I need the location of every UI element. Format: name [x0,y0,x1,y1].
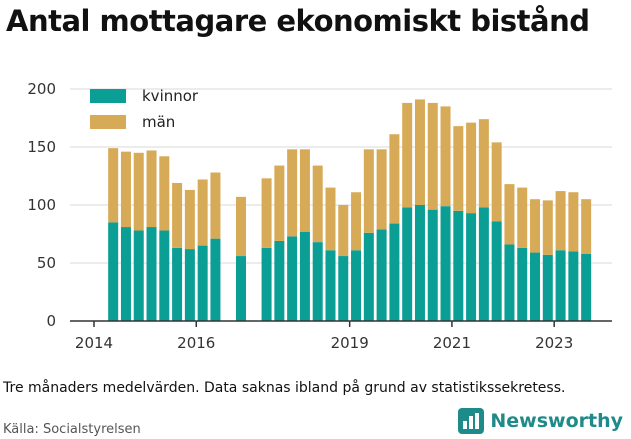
bar-kvinnor [299,231,310,321]
bar-kvinnor [312,242,323,321]
bar-man [299,149,310,232]
bar-man [542,200,553,255]
bar-kvinnor [530,252,541,321]
bar-man [210,172,221,239]
bar-kvinnor [542,254,553,321]
bar-kvinnor [581,253,592,321]
chart-caption: Tre månaders medelvärden. Data saknas ib… [3,380,566,396]
y-tick-label: 0 [46,312,56,330]
bar-man [159,156,170,231]
bar-kvinnor [287,236,298,321]
bar-man [146,150,157,228]
legend-label: män [142,113,175,131]
x-tick-label: 2023 [535,334,573,352]
bar-kvinnor [491,221,502,321]
bar-man [312,165,323,243]
bar-kvinnor [274,240,285,321]
bar-kvinnor [440,206,451,321]
bar-kvinnor [261,247,272,321]
bar-man [287,149,298,237]
y-tick-label: 150 [27,138,56,156]
bar-kvinnor [325,250,336,321]
bar-man [389,134,400,224]
bar-kvinnor [351,250,362,321]
bar-man [414,99,425,205]
bar-man [427,102,438,210]
y-tick-label: 50 [37,254,56,272]
bar-kvinnor [389,223,400,321]
bar-man [120,151,131,228]
bar-chart-logo-icon [458,408,485,434]
bar-kvinnor [146,227,157,321]
bar-man [491,142,502,222]
bar-man [133,152,144,231]
bar-man [351,192,362,251]
bar-kvinnor [414,205,425,321]
bar-kvinnor [133,230,144,321]
y-tick-label: 200 [27,80,56,98]
bar-kvinnor [478,207,489,321]
bar-kvinnor [517,247,528,321]
brand-name: Newsworthy [490,410,623,432]
bar-man [363,149,374,233]
bar-kvinnor [504,244,515,321]
bar-man [555,191,566,251]
bar-kvinnor [120,227,131,321]
bar-kvinnor [453,210,464,321]
bar-kvinnor [363,232,374,321]
bar-kvinnor [172,247,183,321]
bar-man [440,106,451,207]
y-tick-label: 100 [27,196,56,214]
bar-man [568,192,579,252]
bar-man [504,184,515,245]
x-tick-label: 2019 [331,334,369,352]
bar-kvinnor [466,213,477,321]
brand-logo[interactable]: Newsworthy [458,408,623,434]
bar-man [172,182,183,248]
bar-kvinnor [236,256,247,321]
bar-kvinnor [427,209,438,321]
bar-man [530,199,541,253]
bar-kvinnor [402,207,413,321]
bar-kvinnor [184,249,195,321]
legend-swatch [90,89,126,103]
bar-man [581,199,592,254]
x-tick-label: 2014 [75,334,113,352]
bar-man [466,122,477,214]
chart-title: Antal mottagare ekonomiskt bistånd [6,4,590,38]
bar-kvinnor [210,238,221,321]
source-note: Källa: Socialstyrelsen [3,422,141,437]
bar-man [184,189,195,250]
bar-kvinnor [376,229,387,321]
bar-man [478,119,489,208]
x-tick-label: 2016 [177,334,215,352]
bar-kvinnor [159,230,170,321]
bar-man [274,165,285,241]
legend-swatch [90,115,126,129]
bar-man [108,148,119,223]
bar-man [325,187,336,251]
bar-man [261,178,272,248]
bar-kvinnor [338,256,349,321]
legend-label: kvinnor [142,87,199,105]
bar-man [236,196,247,257]
bar-kvinnor [197,245,208,321]
bar-man [453,126,464,211]
bar-man [376,149,387,230]
bar-man [517,187,528,248]
bar-kvinnor [555,250,566,321]
bar-man [338,205,349,257]
bar-man [402,102,413,208]
x-tick-label: 2021 [433,334,471,352]
bar-man [197,179,208,246]
bar-kvinnor [568,251,579,321]
bar-kvinnor [108,222,119,321]
